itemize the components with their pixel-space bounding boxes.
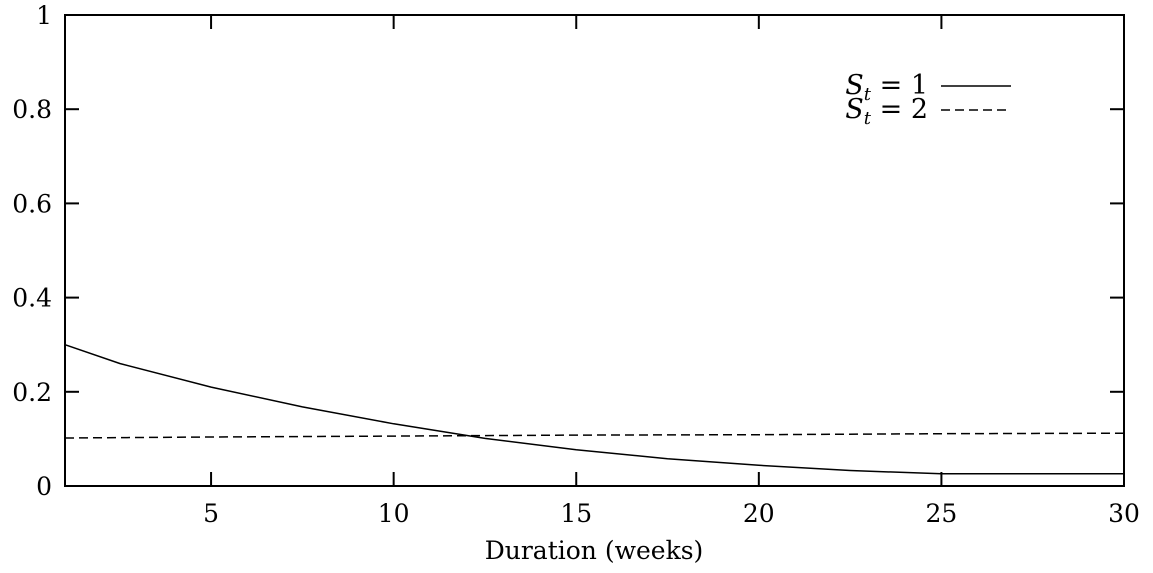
legend-value: = 1 (871, 70, 928, 101)
y-tick-label: 0.2 (12, 378, 52, 407)
y-tick-label: 0.4 (12, 284, 52, 313)
legend-variable: S (845, 70, 864, 101)
series-line-1 (64, 343, 1124, 475)
legend: St = 1St = 2 (845, 70, 1011, 129)
x-tick-label: 20 (743, 499, 775, 528)
y-tick-label: 0 (36, 472, 52, 501)
series-line-2 (64, 432, 1125, 439)
x-axis-title: Duration (weeks) (485, 536, 704, 565)
plot-frame (64, 14, 1125, 487)
y-tick-label: 1 (36, 1, 52, 30)
legend-variable: S (845, 94, 864, 125)
tick-labels: 5 10 15 20 25 30 0 0.2 0.4 0.6 0.8 1 (12, 1, 1140, 528)
x-tick-label: 25 (926, 499, 958, 528)
y-tick-label: 0.6 (12, 189, 52, 218)
legend-value: = 2 (871, 94, 928, 125)
x-tick-label: 5 (203, 499, 219, 528)
x-tick-label: 10 (378, 499, 410, 528)
legend-subscript: t (864, 84, 872, 105)
y-tick-label: 0.8 (12, 95, 52, 124)
series-lines (64, 343, 1125, 475)
legend-subscript: t (864, 108, 872, 129)
x-tick-label: 30 (1108, 499, 1140, 528)
x-tick-label: 15 (560, 499, 592, 528)
legend-label-1: St = 1 (845, 70, 928, 105)
legend-label-2: St = 2 (845, 94, 928, 129)
